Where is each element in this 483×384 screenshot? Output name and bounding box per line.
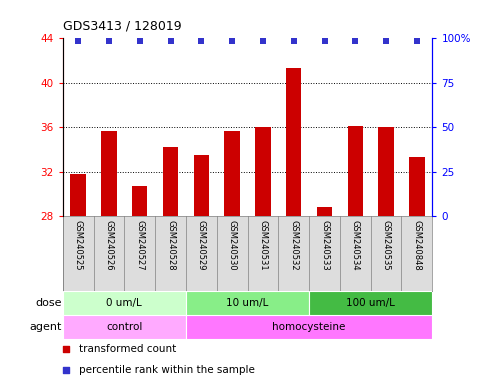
Bar: [101, 131, 117, 216]
Point: [277, 263, 285, 270]
Bar: [317, 207, 332, 216]
Point: [259, 38, 267, 44]
Point: [290, 38, 298, 44]
Text: 100 um/L: 100 um/L: [346, 298, 395, 308]
Bar: [409, 157, 425, 216]
Point: [105, 38, 113, 44]
Text: GSM240526: GSM240526: [104, 220, 114, 270]
Text: GSM240529: GSM240529: [197, 220, 206, 270]
Bar: [163, 147, 178, 216]
Point: [228, 38, 236, 44]
Text: agent: agent: [30, 322, 62, 332]
Text: GSM240534: GSM240534: [351, 220, 360, 270]
Bar: [348, 126, 363, 216]
Text: GDS3413 / 128019: GDS3413 / 128019: [63, 20, 182, 33]
Text: dose: dose: [36, 298, 62, 308]
Text: GSM240848: GSM240848: [412, 220, 421, 271]
Text: GSM240535: GSM240535: [382, 220, 391, 270]
Text: control: control: [106, 322, 142, 332]
Point: [321, 38, 328, 44]
Bar: [132, 186, 147, 216]
Text: GSM240533: GSM240533: [320, 220, 329, 271]
Point: [198, 38, 205, 44]
Point: [382, 38, 390, 44]
Text: GSM240528: GSM240528: [166, 220, 175, 270]
Text: GSM240525: GSM240525: [74, 220, 83, 270]
Bar: [225, 131, 240, 216]
Point: [74, 38, 82, 44]
Bar: [255, 127, 270, 216]
Point: [413, 38, 421, 44]
Bar: [194, 155, 209, 216]
Point: [352, 38, 359, 44]
Text: transformed count: transformed count: [79, 344, 177, 354]
Bar: [309, 291, 432, 315]
Bar: [286, 68, 301, 216]
Bar: [186, 291, 309, 315]
Text: GSM240527: GSM240527: [135, 220, 144, 270]
Bar: [63, 291, 186, 315]
Bar: [71, 174, 86, 216]
Text: GSM240532: GSM240532: [289, 220, 298, 270]
Text: percentile rank within the sample: percentile rank within the sample: [79, 365, 256, 375]
Text: GSM240530: GSM240530: [227, 220, 237, 270]
Bar: [63, 315, 186, 339]
Bar: [378, 127, 394, 216]
Point: [277, 77, 285, 83]
Bar: [186, 315, 432, 339]
Text: 10 um/L: 10 um/L: [227, 298, 269, 308]
Point: [136, 38, 143, 44]
Point: [167, 38, 174, 44]
Text: homocysteine: homocysteine: [272, 322, 346, 332]
Text: GSM240531: GSM240531: [258, 220, 268, 270]
Text: 0 um/L: 0 um/L: [106, 298, 142, 308]
